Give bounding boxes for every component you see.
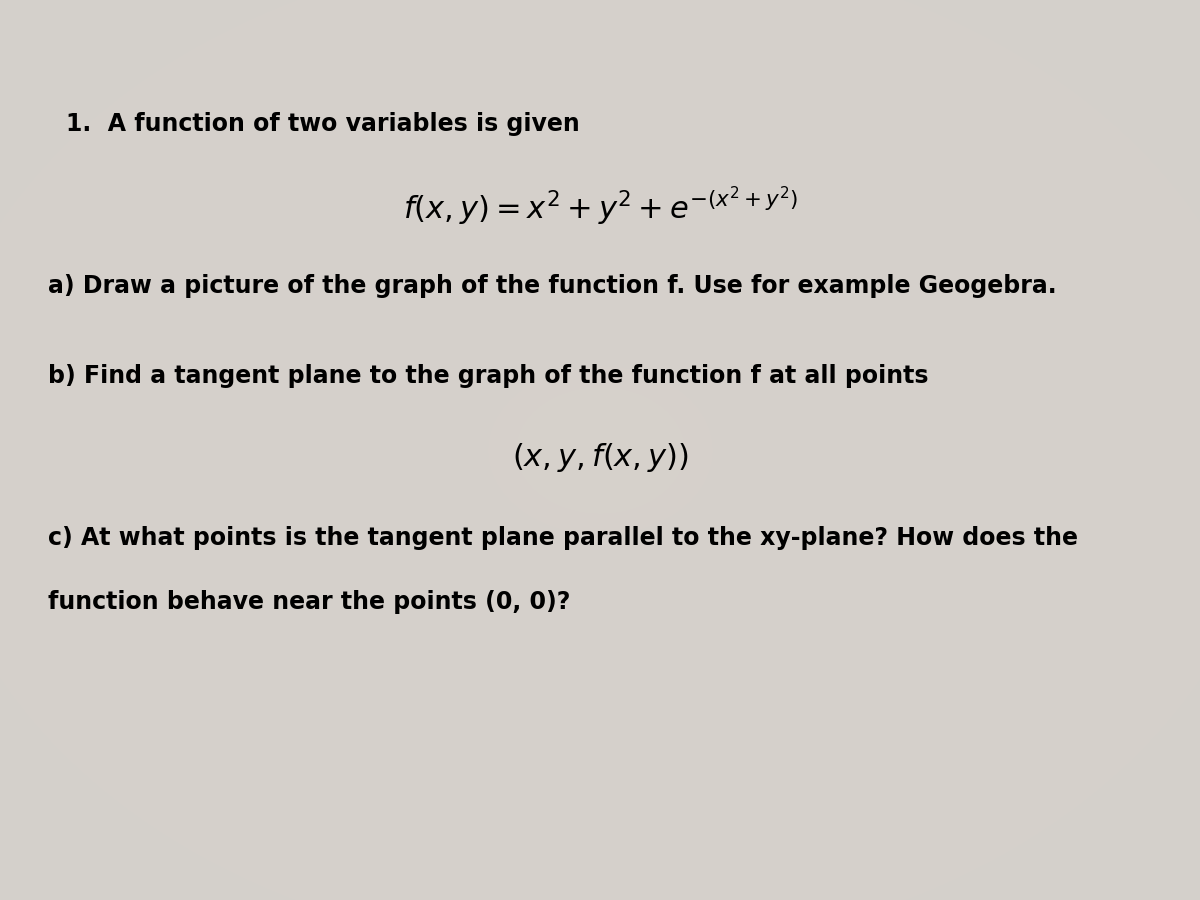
Text: b) Find a tangent plane to the graph of the function f at all points: b) Find a tangent plane to the graph of …: [48, 364, 929, 389]
Text: $f(x, y) = x^2 + y^2 + e^{-(x^2+y^2)}$: $f(x, y) = x^2 + y^2 + e^{-(x^2+y^2)}$: [402, 184, 798, 228]
Text: $(x, y, f(x, y))$: $(x, y, f(x, y))$: [511, 441, 689, 474]
Text: 1.  A function of two variables is given: 1. A function of two variables is given: [66, 112, 580, 137]
Text: a) Draw a picture of the graph of the function f. Use for example Geogebra.: a) Draw a picture of the graph of the fu…: [48, 274, 1057, 299]
Text: function behave near the points (0, 0)?: function behave near the points (0, 0)?: [48, 590, 570, 614]
Text: c) At what points is the tangent plane parallel to the xy-plane? How does the: c) At what points is the tangent plane p…: [48, 526, 1078, 551]
